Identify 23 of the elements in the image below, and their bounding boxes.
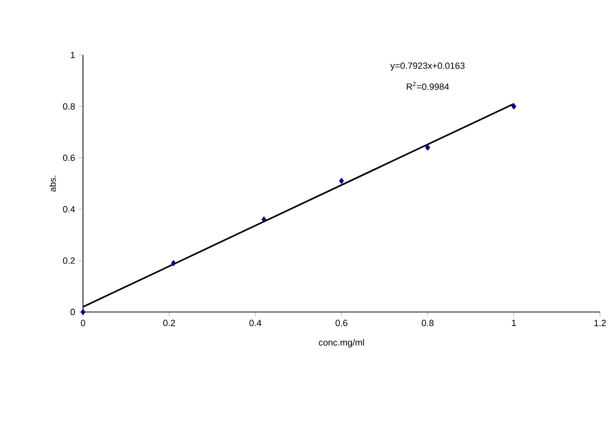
- x-tick-label: 1.2: [594, 320, 606, 326]
- y-tick-label: 0.4: [63, 206, 75, 212]
- point: [262, 216, 266, 223]
- x-tick-label: 1: [512, 320, 516, 326]
- x-tick-label: 0: [80, 320, 86, 326]
- x-tick-label: 0.8: [422, 320, 434, 326]
- x-tick-label: 0.6: [336, 320, 348, 326]
- point: [171, 260, 176, 266]
- y-tick-label: 0.6: [63, 154, 75, 161]
- y-tick-label: 0: [70, 308, 75, 316]
- annotation: R$^{2}$=0.9984: [406, 82, 449, 90]
- y-tick-label: 0.2: [63, 257, 75, 264]
- y-tick-label: 0.8: [63, 103, 75, 110]
- point: [80, 308, 86, 316]
- y-axis-title: abs.: [49, 176, 56, 192]
- x-tick-label: 0.4: [249, 320, 262, 326]
- point: [339, 178, 344, 184]
- annotation: y=0.7923x+0.0163: [390, 62, 465, 71]
- x-tick-label: 0.2: [163, 320, 175, 326]
- y-tick-label: 1: [70, 52, 75, 58]
- x-axis-title: conc.mg/ml: [318, 339, 364, 348]
- point: [425, 144, 430, 151]
- point: [511, 103, 516, 110]
